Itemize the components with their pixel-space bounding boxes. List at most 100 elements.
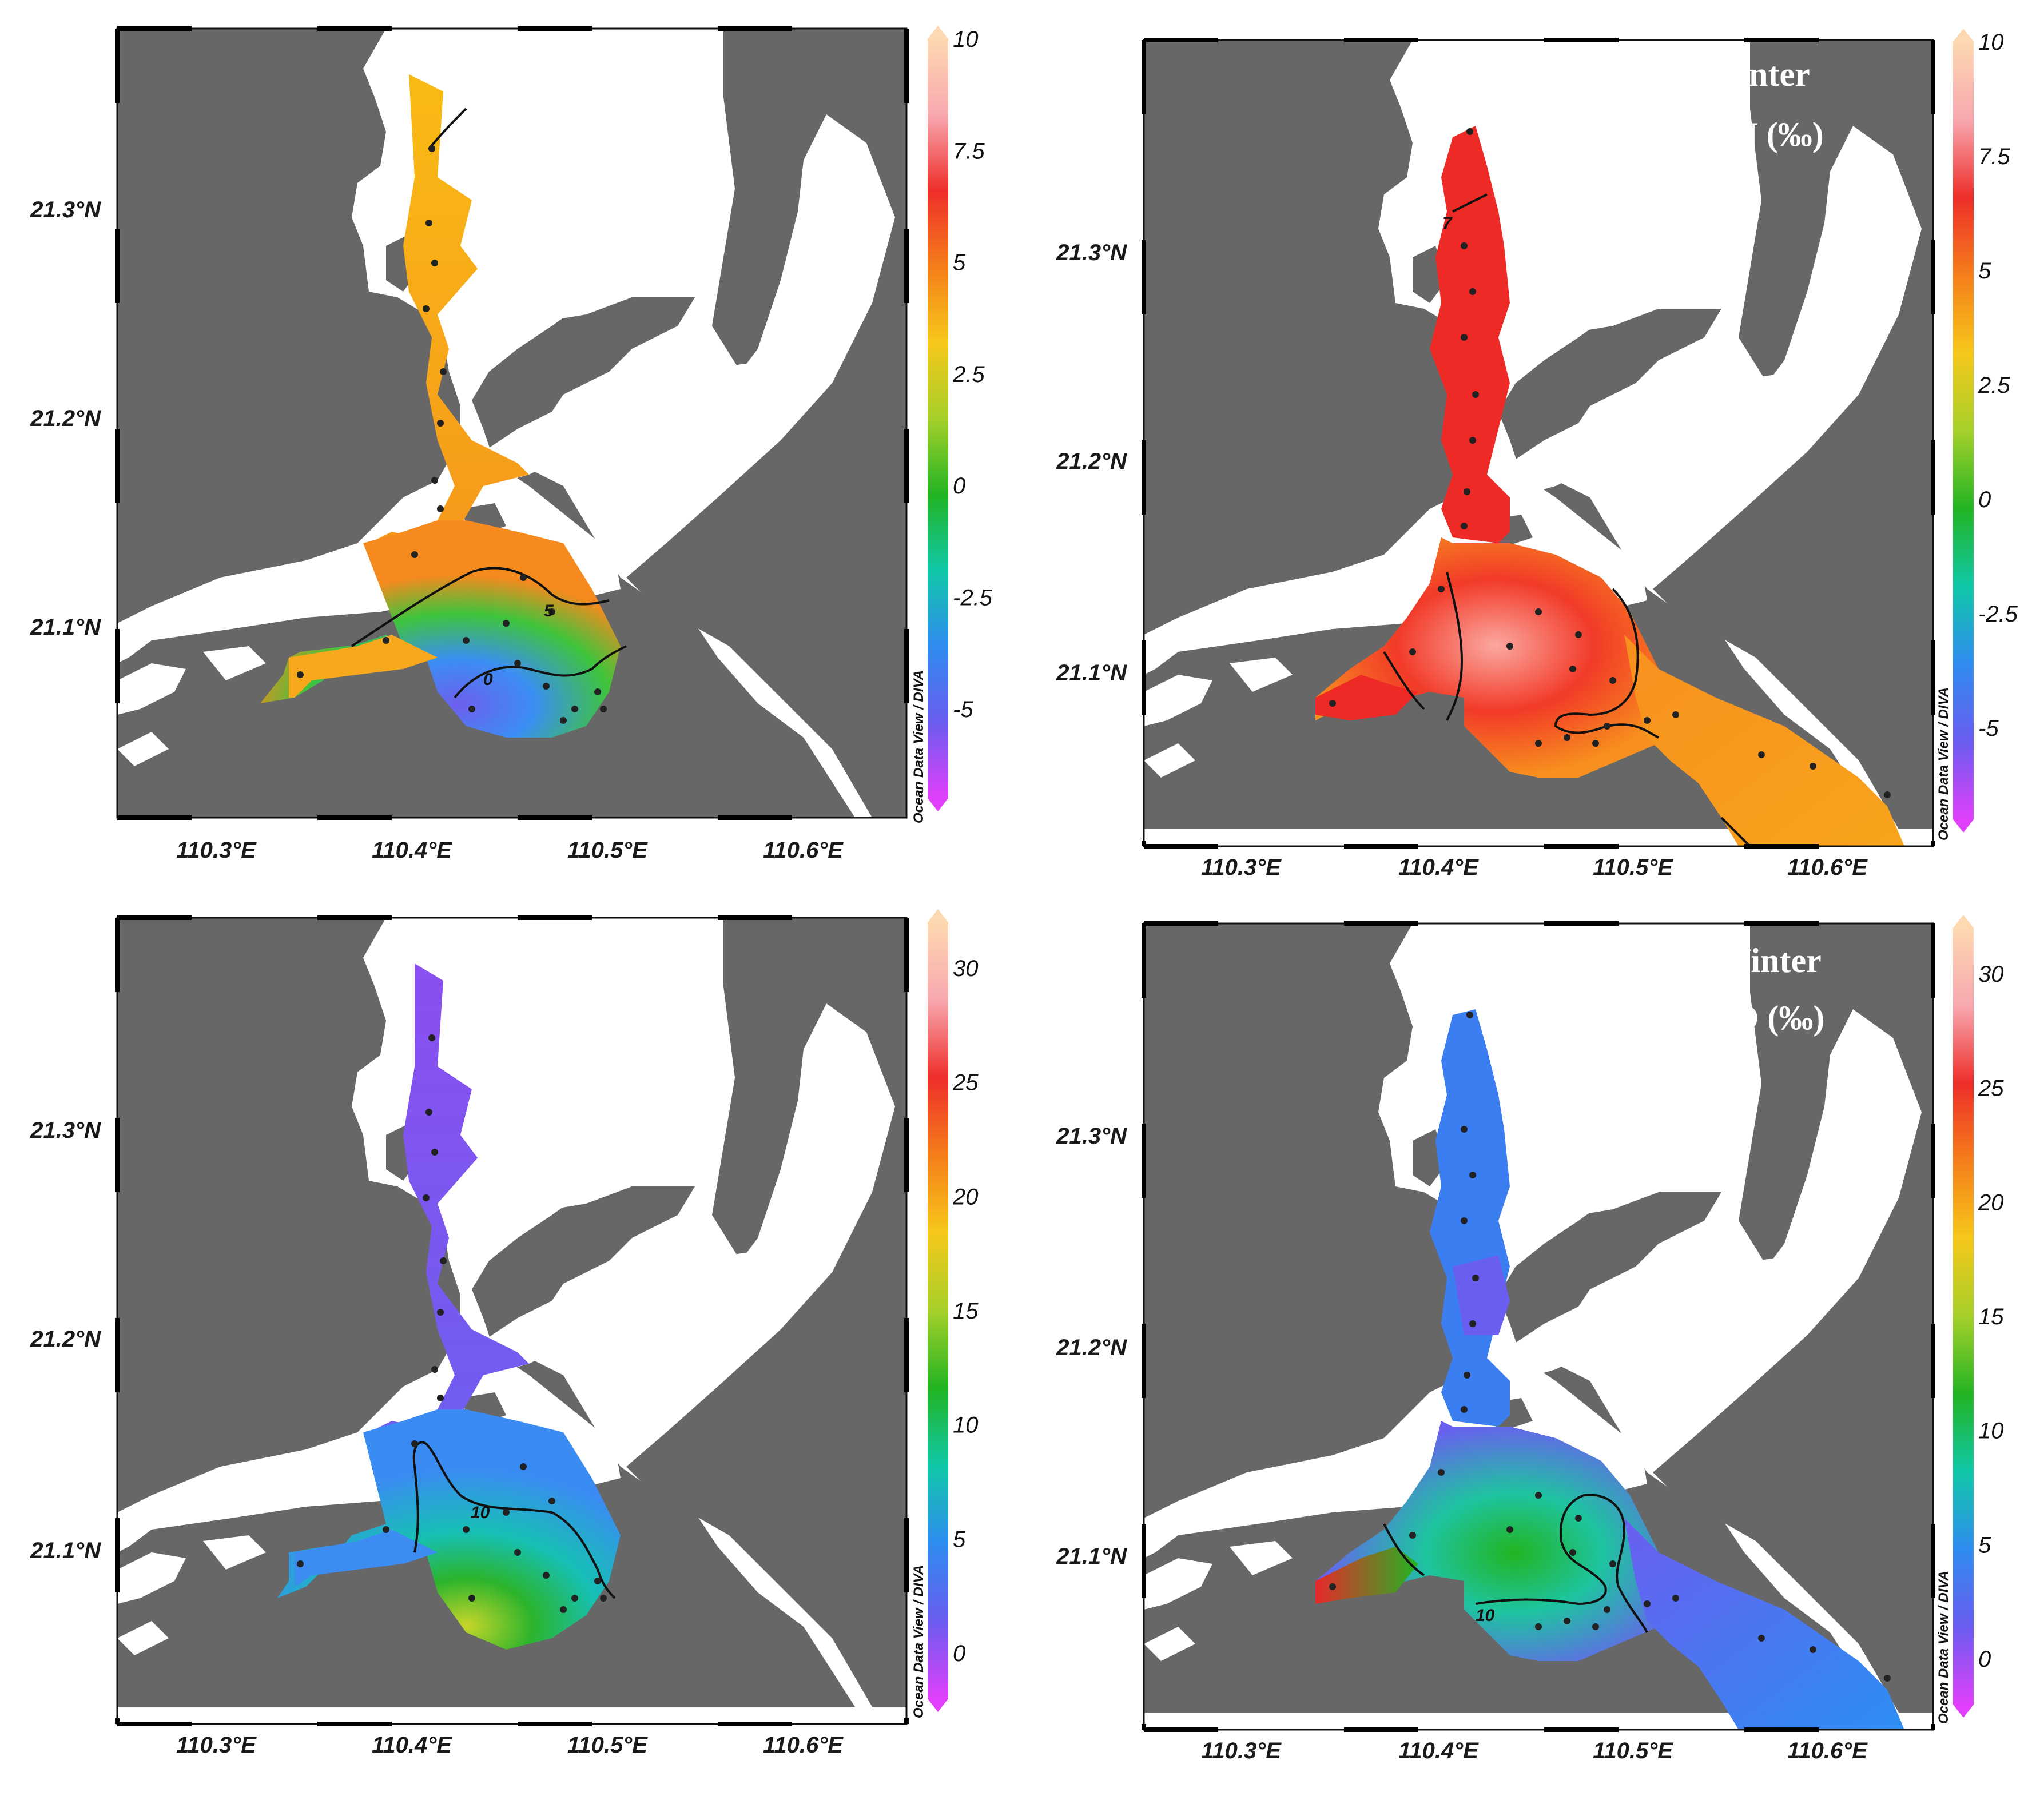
colorbar-d-tick-label-3: 15 [1978,1304,2004,1329]
panel-b-station-4 [1472,391,1479,398]
colorbar-d-ticks: 30 25 20 15 10 5 0 [1978,962,2004,1672]
panel-b-station-0 [1466,128,1473,135]
panel-c-lon-label-3: 110.5°E [567,1733,648,1758]
colorbar-a-tick-label-1: 7.5 [953,138,985,164]
panel-a-lon-label-3: 110.5°E [567,838,648,863]
panel-b: (b) Winter δ15N (‰) 7 [1142,38,1935,849]
panel-b-station-20 [1592,740,1599,747]
colorbar-a-tick-label-6: -5 [953,697,973,722]
colorbar-d-bar [1953,928,1974,1705]
panel-a-variable: δ15N (‰) [534,99,663,139]
colorbar-d-tick-label-4: 10 [1978,1419,2004,1444]
panel-d-lon-label-2: 110.4°E [1398,1738,1479,1763]
panel-b-station-17 [1604,723,1610,730]
colorbar-c-tick-label-3: 15 [953,1299,979,1324]
panel-a-station-14 [514,660,521,667]
colorbar-b-tick-label-2: 5 [1978,258,1991,284]
panel-d-station-6 [1464,1372,1470,1379]
panel-a-station-10 [548,608,555,615]
panel-d-field-west [1315,1547,1418,1604]
panel-a-station-12 [383,637,389,644]
panel-d-station-12 [1409,1532,1416,1539]
panel-c-station-20 [297,1560,304,1567]
panel-a-lon-label-4: 110.6°E [763,838,844,863]
panel-a-contour-label-5: 5 [544,602,554,620]
panel-d-station-3 [1461,1217,1468,1224]
panel-b-lat-label-2: 21.2°N [1056,449,1127,474]
panel-c-credit: Ocean Data View / DIVA [911,1565,926,1718]
panel-d-lat-label-3: 21.1°N [1056,1544,1127,1569]
panel-b-lat-label-3: 21.1°N [1056,660,1127,686]
panel-c-station-17 [600,1595,607,1602]
colorbar-d-top-arrow [1953,915,1974,928]
panel-b-lon-label-2: 110.4°E [1398,855,1479,880]
panel-b-station-23 [1884,791,1891,798]
panel-a-contour-label-0: 0 [483,670,493,689]
panel-c-map [117,918,906,1707]
panel-c-contour-label: 10 [471,1503,490,1522]
panel-d-lon-label-4: 110.6°E [1787,1738,1868,1763]
contour-b-3 [1554,588,1659,739]
panel-a-lon-label-2: 110.4°E [372,838,452,863]
panel-a-station-18 [560,717,567,724]
panel-c-lon-label-1: 110.3°E [176,1733,257,1758]
panel-d: (d) Winter δ18O (‰) 10 [1142,921,1935,1732]
panel-b-station-19 [1535,740,1542,747]
panel-d-variable: δ18O (‰) [1693,997,1825,1037]
panel-b-station-9 [1535,608,1542,615]
colorbar-b-bar [1953,42,1974,819]
panel-c-station-1 [425,1109,432,1116]
panel-b-lon-label-4: 110.6°E [1787,855,1868,880]
panel-b-station-21 [1758,751,1765,758]
contour-b-2 [1446,571,1463,721]
panel-d-station-16 [1672,1595,1679,1602]
panel-a-station-3 [423,305,430,312]
colorbar-c-tick-label-4: 10 [953,1413,979,1438]
panel-c-station-10 [548,1498,555,1504]
panel-a-station-11 [503,620,510,627]
panel-d-station-11 [1506,1526,1513,1533]
panel-a-station-15 [543,683,550,690]
colorbar-b-tick-label-3: 2.5 [1978,373,2010,398]
panel-a-stations [297,145,607,724]
panel-a-field [369,74,529,543]
panel-b-map [1144,40,1933,846]
colorbar-c-tick-label-5: 5 [953,1527,966,1552]
panel-c-station-2 [431,1149,438,1156]
panel-d-field [1315,1421,1676,1661]
colorbar-d-tick-label-5: 5 [1978,1532,1991,1558]
panel-b-station-6 [1464,488,1470,495]
panel-d-station-18 [1564,1618,1570,1624]
colorbar-c-tick-label-0: 30 [953,956,979,981]
contour-b-top [1452,193,1488,213]
colorbar-a-bottom-arrow [928,798,948,811]
contour-a-5 [351,567,610,647]
panel-b-field-coast [1624,635,1904,846]
panel-b-lon-label-3: 110.5°E [1593,855,1673,880]
panel-d-station-2 [1469,1172,1476,1178]
colorbar-a-tick-label-5: -2.5 [953,586,993,611]
panel-a-station-2 [431,260,438,266]
panel-c-station-13 [463,1526,470,1533]
colorbar-a-ticks: 10 7.5 5 2.5 0 -2.5 -5 [952,27,993,722]
panel-c-variable: δ18O (‰) [555,991,687,1031]
colorbar-c-ticks: 30 25 20 15 10 5 0 [952,956,979,1666]
panel-c-field-west [295,1530,438,1587]
colorbar-b-tick-label-4: 0 [1978,487,1991,512]
panel-b-station-12 [1409,648,1416,655]
panel-c-station-18 [560,1606,567,1613]
contour-d-1 [1383,1523,1425,1576]
panel-b-station-11 [1506,643,1513,650]
panel-d-station-15 [1644,1600,1651,1607]
panel-c-station-12 [383,1526,389,1533]
panel-a-map [117,29,906,818]
colorbar-c-tick-label-2: 20 [952,1184,979,1209]
panel-c-field [277,1409,621,1650]
panel-d-station-17 [1604,1606,1610,1613]
colorbar-b-tick-label-0: 10 [1978,30,2004,55]
panel-a-station-5 [437,420,444,427]
panel-a-station-21 [594,688,601,695]
panel-d-station-8 [1438,1469,1445,1476]
panel-a-station-0 [428,145,435,152]
panel-d-field-mid [1453,1255,1510,1335]
